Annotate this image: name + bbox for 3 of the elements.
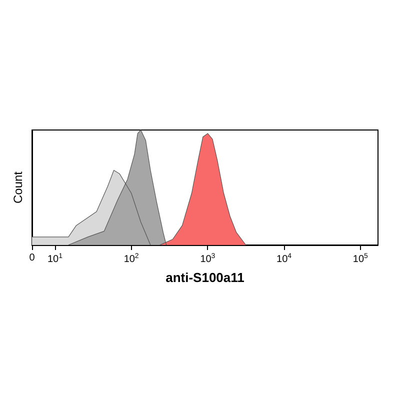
x-axis-title: anti-S100a11 xyxy=(166,270,244,285)
y-axis-title: Count xyxy=(11,170,25,204)
x-tick-label: 0 xyxy=(29,252,36,264)
